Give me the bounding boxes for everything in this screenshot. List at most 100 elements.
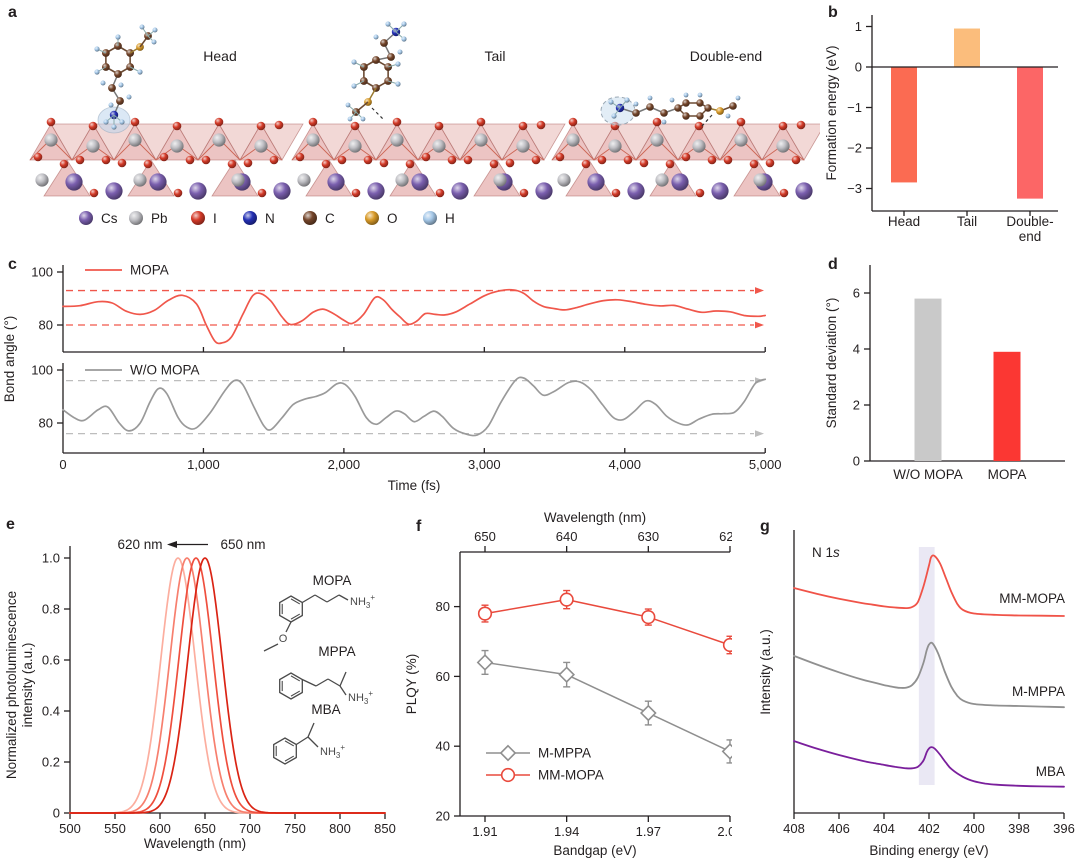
x-tick-label: 1.94 <box>554 824 579 839</box>
atom-c <box>660 109 668 117</box>
atom-cs <box>627 182 645 200</box>
y-tick-label: 60 <box>436 669 450 684</box>
atom-pb <box>128 133 142 147</box>
atom-i <box>623 155 633 165</box>
x-tick-label: 400 <box>963 821 985 836</box>
atom-h <box>395 81 401 87</box>
panel-letter-b: b <box>828 4 838 21</box>
panel-letter-d: d <box>828 256 838 273</box>
x-tick-label: 404 <box>873 821 895 836</box>
atom-h <box>647 95 653 101</box>
x-tick-label: 550 <box>104 821 126 836</box>
x-tick-label: 398 <box>1008 821 1030 836</box>
atom-o <box>716 107 724 115</box>
x-category-label: W/O MOPA <box>893 467 963 482</box>
atom-c <box>114 70 122 78</box>
x-tick-label: 1.97 <box>636 824 661 839</box>
structure-label-head: Head <box>203 48 236 64</box>
atom-h <box>103 119 109 125</box>
atom-i <box>46 117 56 127</box>
atom-pb <box>44 133 58 147</box>
atom-pb <box>776 139 790 153</box>
xps-curve-mba <box>793 740 1065 788</box>
atom-cs <box>535 182 553 200</box>
panel-g-chart: 408 406 404 402 400 398 396 MM-MOPA M-MPPA MBA N 1… <box>732 510 1080 861</box>
atom-i <box>639 158 649 168</box>
y-tick-label: −1 <box>847 100 862 115</box>
plqy-bandgap-chart: 20 40 60 80 1.91 650 1.94 640 1.97 630 2.00 620 Wave… <box>404 510 743 858</box>
atom-i <box>295 152 305 162</box>
x-tick-label: 4,000 <box>608 457 641 472</box>
atom-i <box>185 155 195 165</box>
left-arrow-icon <box>167 541 177 548</box>
top-x-tick-label: 620 <box>719 529 732 544</box>
atom-i <box>351 188 361 198</box>
y-tick-label: 80 <box>39 416 53 431</box>
atom-i <box>308 117 318 127</box>
atom-n <box>243 211 257 225</box>
series-mm-mopa <box>481 589 734 655</box>
y-axis-label: Intensity (a.u.) <box>758 629 773 715</box>
atom-i <box>256 121 266 131</box>
atom-i <box>227 159 237 169</box>
x-tick-label: 750 <box>284 821 306 836</box>
x-tick-label: 500 <box>59 821 81 836</box>
atom-c <box>387 53 395 61</box>
structure-label-tail: Tail <box>484 48 505 64</box>
atom-cs <box>327 173 345 191</box>
atom-i <box>707 155 717 165</box>
y-tick-label: 20 <box>436 809 450 824</box>
structure-illustrations: Head Tail Double-end Cs Pb I N C O H <box>29 21 826 226</box>
atom-i <box>665 159 675 169</box>
atom-i <box>321 159 331 169</box>
bond-angle-time-chart: 100 80 MOPA 100 80 W/O MOPA 0 1,000 2,000 3,000 4,… <box>2 263 781 494</box>
atom-h <box>111 124 117 130</box>
corner-label-n1s: N 1s <box>812 545 840 560</box>
atom-c <box>682 99 690 107</box>
y-tick-label: 0.6 <box>42 653 60 668</box>
atom-h <box>397 49 403 55</box>
atom-pb <box>474 133 488 147</box>
atom-i <box>421 152 431 162</box>
atom-i <box>447 155 457 165</box>
atom-i <box>392 117 402 127</box>
y-axis-label: Formation energy (eV) <box>824 45 839 180</box>
atom-pb <box>655 173 669 187</box>
atom-i <box>531 155 541 165</box>
atom-i <box>765 158 775 168</box>
atom-c <box>696 112 704 120</box>
series-m-mppa <box>481 649 734 764</box>
x-tick-label: 1.91 <box>472 824 497 839</box>
methoxy-o-label: O <box>279 633 288 645</box>
atom-cs <box>105 182 123 200</box>
atom-c <box>372 56 380 64</box>
atom-i <box>736 117 746 127</box>
pl-curve-650nm <box>69 557 386 814</box>
atom-i <box>518 121 528 131</box>
x-tick-label: 408 <box>783 821 805 836</box>
atom-cs <box>367 182 385 200</box>
atom-h <box>100 80 106 86</box>
atom-o <box>365 211 379 225</box>
atom-cs <box>795 182 813 200</box>
atom-i <box>796 120 806 130</box>
atom-h <box>118 82 124 88</box>
atom-h <box>108 102 114 108</box>
amine-label: NH3+ <box>348 689 373 706</box>
atom-pb <box>650 133 664 147</box>
atom-legend-label-pb: Pb <box>151 211 168 226</box>
x-category-label: Double- <box>1006 214 1053 229</box>
atom-h <box>423 211 437 225</box>
atom-pb <box>395 173 409 187</box>
bar-W/O MOPA <box>914 298 942 461</box>
atom-c <box>380 39 388 47</box>
atom-h <box>683 92 689 98</box>
atom-pb <box>557 173 571 187</box>
atom-c <box>116 97 124 105</box>
guide-arrow <box>755 321 764 329</box>
atom-h <box>611 113 617 119</box>
atom-h <box>373 34 379 40</box>
guide-arrow <box>755 287 764 294</box>
atom-c <box>696 99 704 107</box>
atom-i <box>337 155 347 165</box>
